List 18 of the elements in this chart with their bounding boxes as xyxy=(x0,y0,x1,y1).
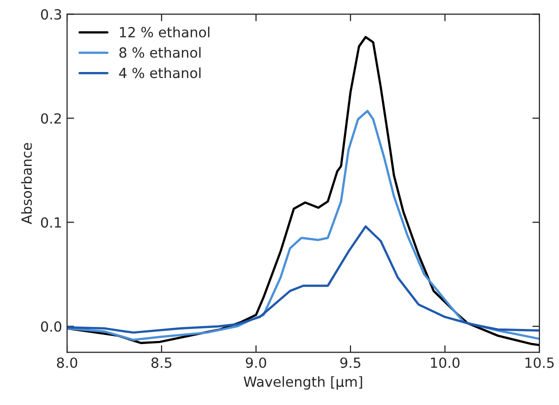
y-tick-label: 0.2 xyxy=(41,113,61,124)
line-series xyxy=(67,225,540,334)
line-series xyxy=(67,110,540,341)
y-axis-title: Absorbance xyxy=(21,142,32,224)
y-tick-label: 0.1 xyxy=(41,217,61,228)
legend-label: 8 % ethanol xyxy=(119,47,200,58)
x-tick-label: 9.0 xyxy=(246,357,266,368)
legend-label: 4 % ethanol xyxy=(119,67,200,78)
y-tick-label: 0.3 xyxy=(41,9,62,20)
x-tick-label: 9.5 xyxy=(340,357,360,368)
x-axis-title: Wavelength [µm] xyxy=(244,376,362,390)
x-tick-label: 10.5 xyxy=(526,357,554,368)
x-tick-label: 10.0 xyxy=(431,357,460,368)
y-tick-label: 0.0 xyxy=(41,321,62,332)
line-series xyxy=(67,36,540,346)
x-tick-label: 8.5 xyxy=(151,357,172,368)
legend-label: 12 % ethanol xyxy=(120,26,210,38)
x-tick-label: 8.0 xyxy=(56,357,78,368)
